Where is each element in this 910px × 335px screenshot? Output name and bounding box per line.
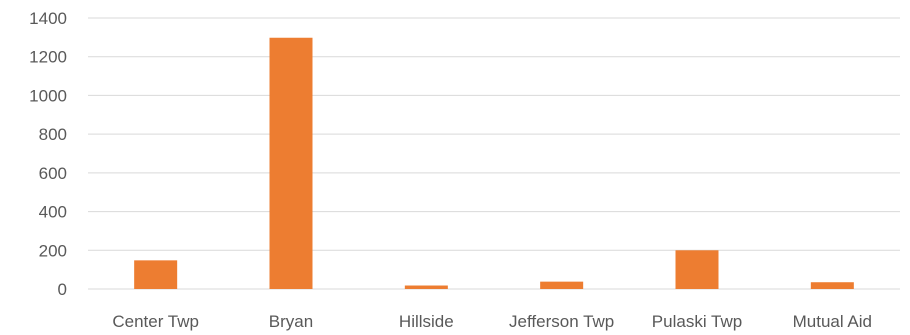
- x-tick-label: Pulaski Twp: [652, 312, 742, 331]
- y-tick-label: 800: [39, 125, 67, 144]
- y-tick-label: 1000: [29, 86, 67, 105]
- x-tick-label: Hillside: [399, 312, 454, 331]
- y-tick-label: 400: [39, 203, 67, 222]
- y-axis: 0 200 400 600 800 1000 1200 1400: [29, 9, 67, 299]
- x-axis: Center Twp Bryan Hillside Jefferson Twp Pula…: [112, 312, 872, 331]
- bar: [134, 260, 178, 289]
- y-tick-label: 0: [58, 280, 67, 299]
- x-tick-label: Jefferson Twp: [509, 312, 614, 331]
- bar: [540, 281, 584, 289]
- x-tick-label: Center Twp: [112, 312, 199, 331]
- bar: [269, 37, 313, 289]
- y-tick-label: 200: [39, 241, 67, 260]
- y-tick-label: 600: [39, 164, 67, 183]
- x-tick-label: Bryan: [269, 312, 313, 331]
- y-tick-label: 1400: [29, 9, 67, 28]
- bar: [675, 250, 719, 289]
- x-tick-label: Mutual Aid: [793, 312, 872, 331]
- bars: [134, 37, 854, 289]
- bar: [810, 282, 854, 289]
- bar: [404, 285, 448, 289]
- y-tick-label: 1200: [29, 48, 67, 67]
- gridlines: [88, 17, 900, 290]
